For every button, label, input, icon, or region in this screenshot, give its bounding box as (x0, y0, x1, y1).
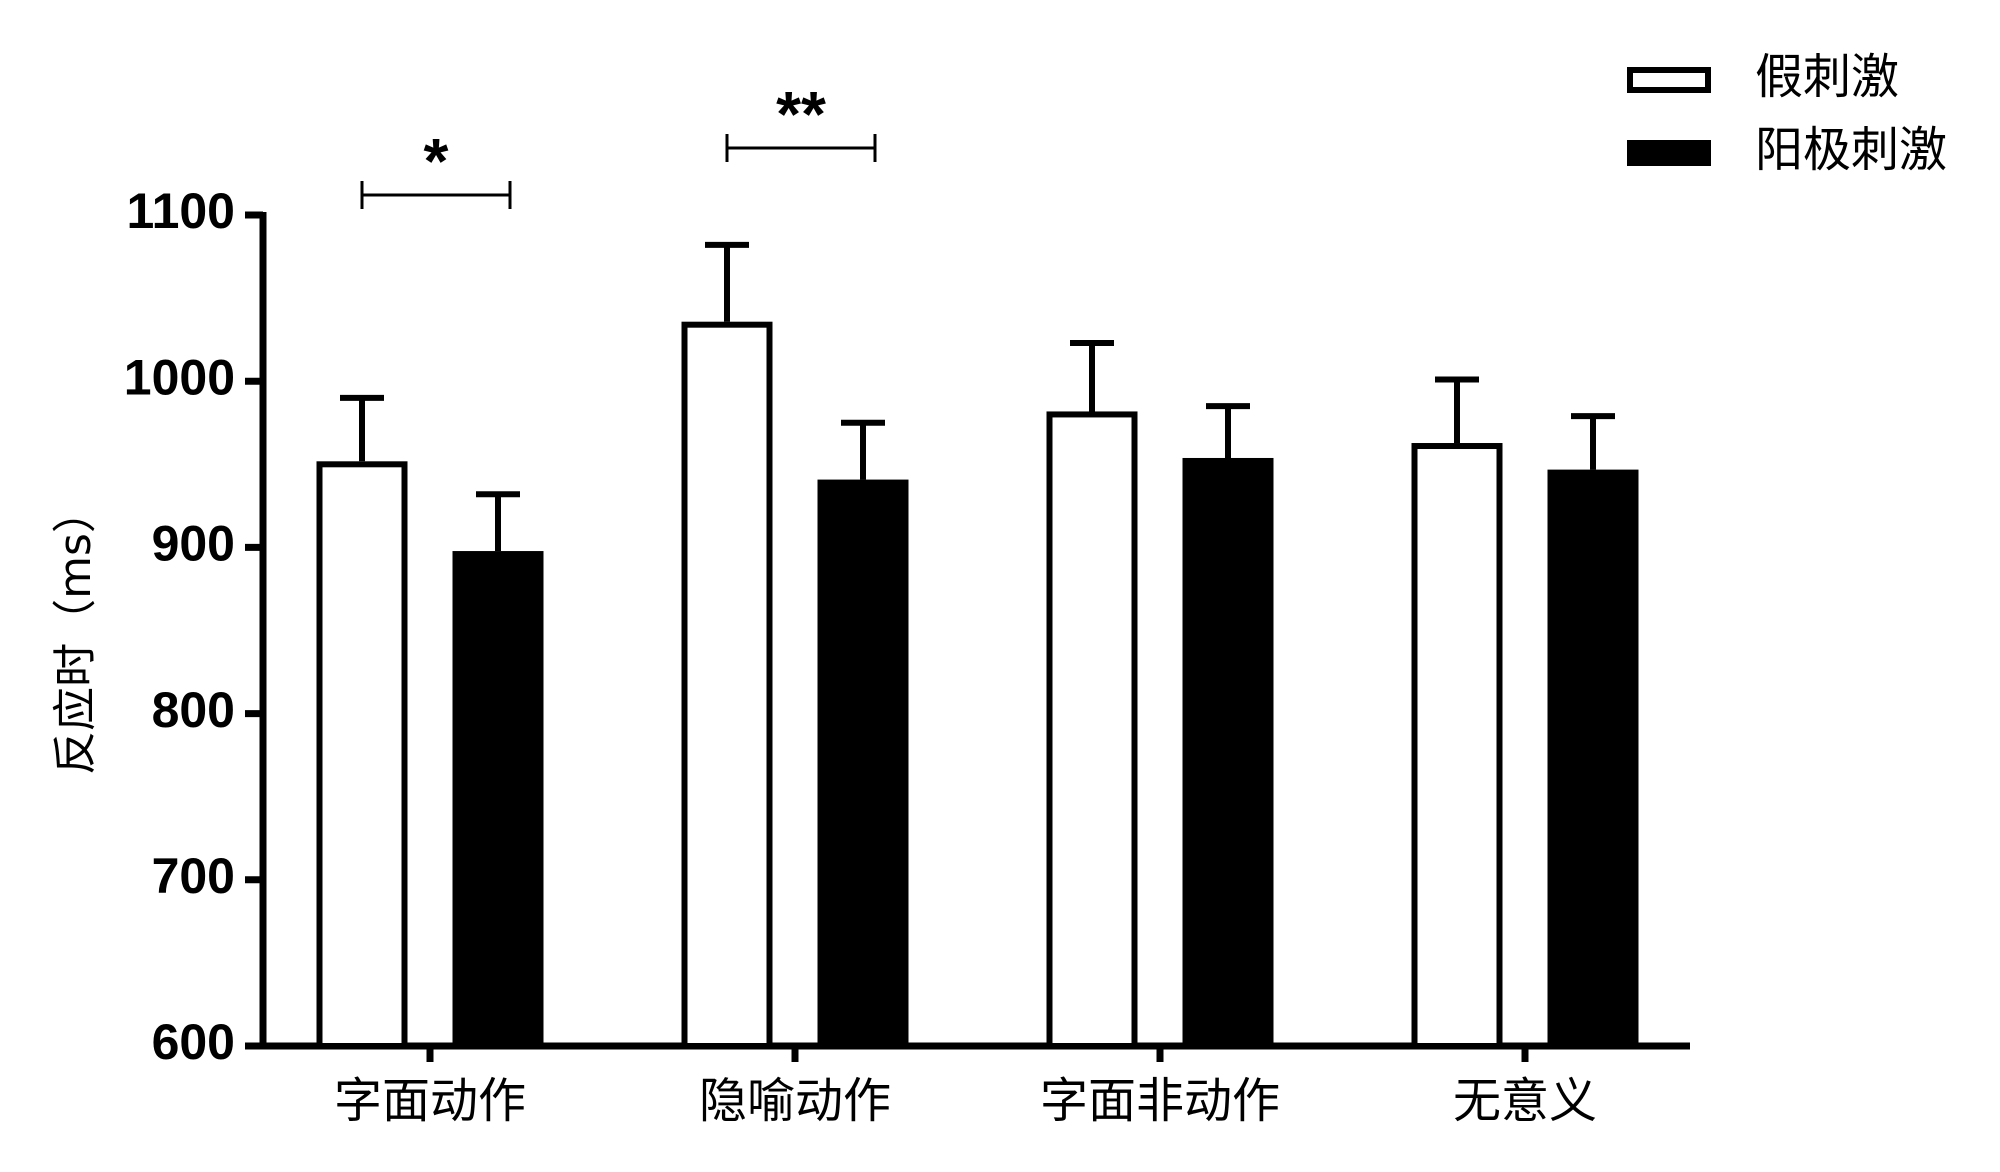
y-tick-label: 1000 (124, 349, 235, 405)
legend-swatch (1627, 67, 1711, 93)
bars-layer (316, 241, 1639, 1050)
y-axis-title-group: 反应时（ms） (50, 489, 101, 775)
x-category-label: 隐喻动作 (699, 1073, 891, 1129)
y-tick-label: 800 (152, 682, 235, 738)
y-tick-label: 700 (152, 848, 235, 904)
significance-layer: *** (360, 78, 877, 209)
legend-swatch (1627, 140, 1711, 166)
bar-sham (316, 461, 408, 1049)
legend-label: 假刺激 (1755, 49, 1899, 105)
y-tick-label: 1100 (127, 183, 235, 239)
bar-anodal (1182, 457, 1274, 1049)
y-axis-title: 反应时（ms） (50, 489, 101, 775)
bar-sham (681, 321, 773, 1049)
significance-label: * (424, 125, 449, 197)
x-category-label: 字面非动作 (1040, 1073, 1280, 1129)
axes: 600 700 800 900 1000 1100 字面动作 隐喻动作 字面非动作 无意义 (124, 183, 1690, 1129)
significance-label: ** (776, 78, 826, 150)
bar-anodal (817, 479, 909, 1050)
bar-anodal (1547, 469, 1639, 1049)
bar-sham (1411, 443, 1503, 1049)
y-tick-label: 900 (152, 516, 235, 572)
y-tick-label: 600 (152, 1014, 235, 1070)
legend-label: 阳极刺激 (1755, 122, 1947, 178)
bar-anodal (452, 551, 544, 1049)
x-category-label: 字面动作 (334, 1073, 526, 1129)
x-category-label: 无意义 (1453, 1073, 1597, 1129)
bar-sham (1046, 411, 1138, 1049)
